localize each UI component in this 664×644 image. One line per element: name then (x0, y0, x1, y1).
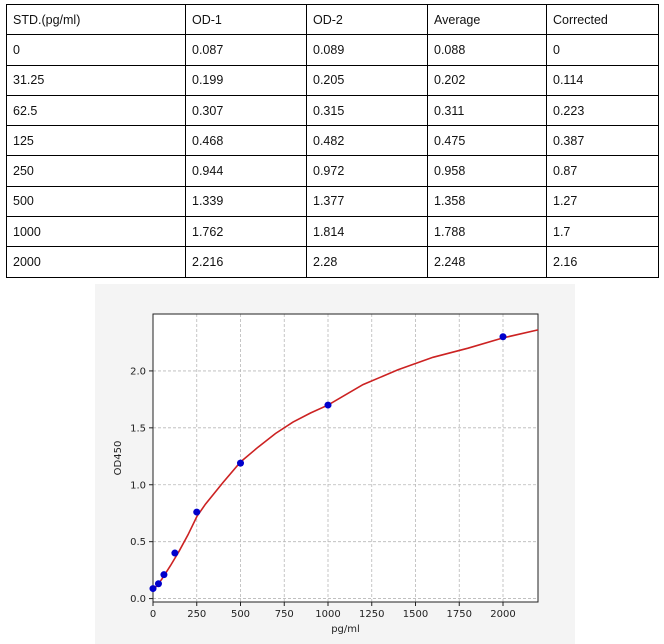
table-cell: 0.482 (306, 125, 428, 157)
header-cell: OD-2 (306, 3, 428, 36)
table-row: 250 0.944 0.972 0.958 0.87 (6, 155, 659, 187)
header-cell: OD-1 (185, 3, 307, 36)
table-row: 125 0.468 0.482 0.475 0.387 (6, 125, 659, 157)
table-cell: 0.387 (546, 125, 659, 157)
table-cell: 1.339 (185, 185, 307, 218)
table-cell: 1.7 (546, 216, 659, 248)
table-row: 62.5 0.307 0.315 0.311 0.223 (6, 94, 659, 127)
x-tick-label: 0 (150, 609, 156, 620)
table-cell: 500 (6, 185, 186, 218)
y-axis-label: OD450 (113, 441, 124, 476)
table-cell: 0.87 (546, 155, 659, 187)
table-cell: 2.216 (185, 246, 307, 278)
table-cell: 0.205 (306, 64, 428, 96)
table-cell: 0.199 (185, 64, 307, 96)
table-row: 2000 2.216 2.28 2.248 2.16 (6, 246, 659, 278)
table-cell: 0.315 (306, 94, 428, 127)
table-cell: 0.944 (185, 155, 307, 187)
table-cell: 0.087 (185, 34, 307, 66)
header-cell: Average (427, 3, 547, 36)
table-cell: 1.788 (427, 216, 547, 248)
table-cell: 0.223 (546, 94, 659, 127)
data-point (499, 333, 507, 341)
table-cell: 62.5 (6, 94, 186, 127)
x-tick-label: 750 (275, 609, 294, 620)
x-axis-label: pg/ml (331, 624, 360, 635)
data-point (237, 459, 244, 467)
table-cell: 0.958 (427, 155, 547, 187)
standard-curve-chart: 0 250 500 750 1000 1250 1500 1750 2000 0.0 0.5 1.0 1… (113, 313, 539, 635)
table-cell: 1.762 (185, 216, 307, 248)
y-tick-label: 2.0 (130, 366, 146, 377)
table-row: 1000 1.762 1.814 1.788 1.7 (6, 216, 659, 248)
table-cell: 0.089 (306, 34, 428, 66)
standards-table: STD.(pg/ml) OD-1 OD-2 Average Corrected 0 0.08… (6, 3, 659, 278)
x-tick-label: 2000 (490, 609, 515, 620)
table-row: 500 1.339 1.377 1.358 1.27 (6, 185, 659, 218)
plot-frame (152, 313, 539, 603)
table-row: 0 0.087 0.089 0.088 0 (6, 34, 659, 66)
y-tick-label: 0.0 (130, 594, 146, 605)
table-cell: 125 (6, 125, 186, 157)
fit-curve (152, 329, 539, 592)
table-cell: 2000 (6, 246, 186, 278)
data-point (171, 549, 179, 557)
table-cell: 0.468 (185, 125, 307, 157)
y-tick-label: 1.0 (130, 480, 146, 491)
table-cell: 1.358 (427, 185, 547, 218)
table-cell: 2.28 (306, 246, 428, 278)
data-point (193, 508, 201, 516)
table-cell: 1.377 (306, 185, 428, 218)
table-cell: 0.202 (427, 64, 547, 96)
data-point (149, 585, 157, 593)
x-tick-label: 1750 (447, 609, 472, 620)
x-tick-label: 1500 (403, 609, 428, 620)
table-cell: 2.248 (427, 246, 547, 278)
table-cell: 1.814 (306, 216, 428, 248)
table-cell: 31.25 (6, 64, 186, 96)
data-point (324, 401, 332, 409)
x-tick-label: 500 (231, 609, 250, 620)
data-point (154, 580, 162, 588)
y-tick-label: 0.5 (130, 537, 146, 548)
header-cell: Corrected (546, 3, 659, 36)
table-cell: 1.27 (546, 185, 659, 218)
x-tick-label: 250 (187, 609, 206, 620)
table-cell: 0.311 (427, 94, 547, 127)
table-cell: 0 (546, 34, 659, 66)
table-cell: 0 (6, 34, 186, 66)
table-cell: 0.972 (306, 155, 428, 187)
table-cell: 1000 (6, 216, 186, 248)
y-tick-label: 1.5 (130, 423, 146, 434)
x-tick-label: 1000 (315, 609, 340, 620)
table-cell: 0.114 (546, 64, 659, 96)
header-cell: STD.(pg/ml) (6, 3, 186, 36)
table-cell: 250 (6, 155, 186, 187)
table-cell: 0.307 (185, 94, 307, 127)
table-header-row: STD.(pg/ml) OD-1 OD-2 Average Corrected (6, 3, 659, 36)
table-row: 31.25 0.199 0.205 0.202 0.114 (6, 64, 659, 96)
table-cell: 2.16 (546, 246, 659, 278)
data-point (160, 571, 168, 579)
table-cell: 0.088 (427, 34, 547, 66)
table-cell: 0.475 (427, 125, 547, 157)
plot-area (153, 314, 538, 602)
x-tick-label: 1250 (359, 609, 384, 620)
chart-panel: 0 250 500 750 1000 1250 1500 1750 2000 0.0 0.5 1.0 1… (95, 284, 575, 644)
